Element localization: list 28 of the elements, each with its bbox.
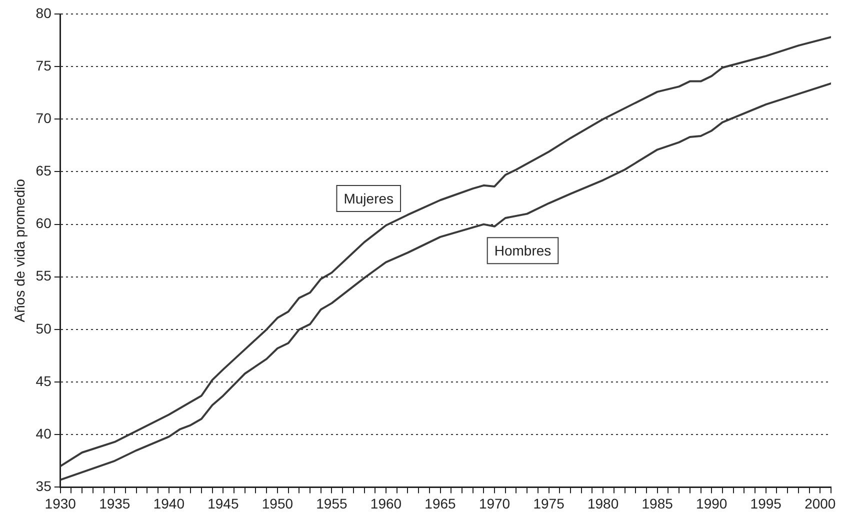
y-tick-label: 80	[36, 4, 52, 21]
x-tick-label: 1985	[642, 495, 674, 512]
x-tick-label: 1960	[370, 495, 402, 512]
y-tick-label: 55	[36, 268, 52, 284]
x-tick-label: 1945	[208, 495, 239, 512]
series-label: Mujeres	[344, 190, 394, 206]
y-tick-label: 60	[36, 215, 52, 232]
x-tick-label: 1990	[696, 495, 728, 512]
x-tick-label: 1955	[316, 495, 348, 512]
x-tick-label: 1935	[99, 495, 130, 512]
y-tick-label: 50	[36, 320, 52, 336]
x-tick-label: 1995	[750, 495, 782, 512]
x-tick-label: 2000	[804, 495, 836, 512]
y-tick-label: 70	[36, 110, 52, 126]
series-label: Hombres	[494, 242, 552, 258]
y-tick-label: 75	[36, 57, 52, 74]
x-tick-label: 1970	[478, 495, 510, 512]
x-tick-label: 1980	[587, 495, 619, 512]
y-tick-label: 65	[36, 162, 52, 179]
x-tick-label: 1930	[44, 495, 76, 512]
y-tick-label: 45	[36, 372, 52, 389]
y-tick-label: 40	[36, 425, 52, 442]
x-tick-label: 1950	[262, 495, 294, 512]
y-axis-title: Años de vida promedio	[11, 178, 28, 322]
y-tick-label: 35	[36, 478, 52, 494]
x-tick-label: 1940	[153, 495, 185, 512]
x-tick-label: 1965	[424, 495, 456, 512]
x-tick-label: 1975	[533, 495, 565, 512]
